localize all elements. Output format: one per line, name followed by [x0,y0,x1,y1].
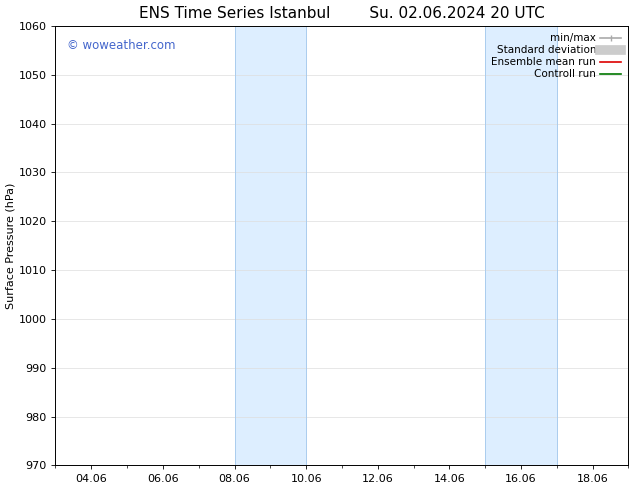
Y-axis label: Surface Pressure (hPa): Surface Pressure (hPa) [6,182,16,309]
Bar [485,26,557,466]
Legend: min/max, Standard deviation, Ensemble mean run, Controll run: min/max, Standard deviation, Ensemble me… [489,31,623,81]
Title: ENS Time Series Istanbul        Su. 02.06.2024 20 UTC: ENS Time Series Istanbul Su. 02.06.2024 … [139,5,545,21]
Bar [235,26,306,466]
Text: © woweather.com: © woweather.com [67,39,176,52]
